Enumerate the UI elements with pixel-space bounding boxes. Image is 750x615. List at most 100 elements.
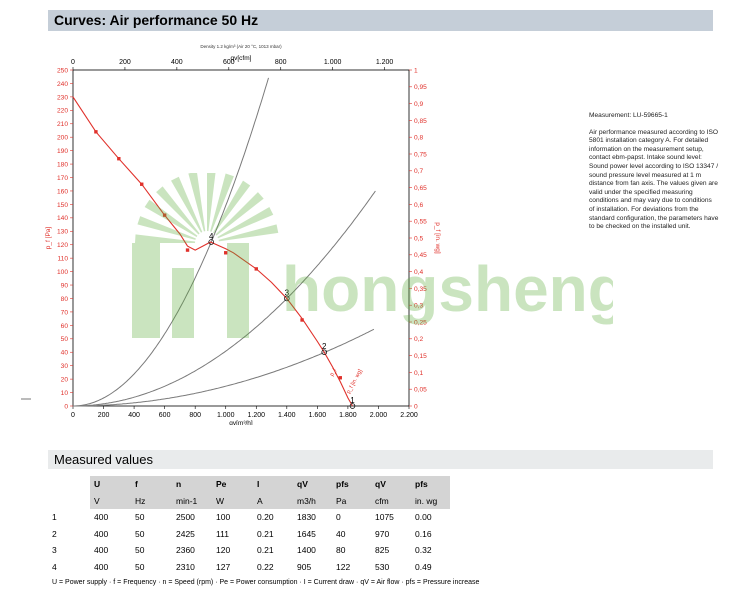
fan-curve [72, 96, 353, 407]
table-cell: 0.21 [257, 528, 274, 539]
table-cell: 2500 [176, 512, 195, 523]
curve-marker [162, 213, 167, 217]
table-cell: 1075 [375, 512, 394, 523]
unit-u: V [90, 492, 131, 509]
unit-f: Hz [131, 492, 172, 509]
y-left-tick-label: 110 [57, 256, 68, 263]
operating-point [349, 403, 356, 409]
density-caption: Density 1.2 kg/m³ (Air 20 °C, 1013 mbar) [200, 44, 282, 49]
y-right-tick-label: 0,4 [414, 269, 423, 276]
x-bottom-tick-label: 1.800 [339, 412, 357, 419]
y-left-tick-label: 130 [57, 229, 68, 236]
y-left-tick-label: 190 [57, 148, 68, 155]
x-bottom-tick-label: 1.200 [248, 412, 266, 419]
table-cell: 0.16 [415, 528, 432, 539]
x-bottom-tick-label: 2.200 [400, 412, 418, 419]
col-pe: Pe [212, 476, 253, 493]
y-left-tick-label: 160 [57, 188, 68, 195]
table-cell: 2425 [176, 528, 195, 539]
operating-point [284, 295, 290, 302]
y-right-tick-label: 0,9 [414, 101, 423, 108]
table-cell: 127 [216, 561, 231, 572]
row-index: 4 [52, 561, 57, 572]
chart-title: Curves: Air performance 50 Hz [48, 10, 713, 31]
operating-point-label: 2 [322, 342, 327, 351]
air-performance-chart: Density 1.2 kg/m³ (Air 20 °C, 1013 mbar)… [21, 44, 441, 425]
y-right-tick-label: 0,25 [414, 319, 427, 326]
x-bottom-tick-label: 1.000 [217, 412, 235, 419]
unit-i: A [253, 492, 293, 509]
y-right-tick-label: 0,6 [414, 202, 423, 209]
y-right-tick-label: 0,45 [414, 252, 427, 259]
table-cell: 111 [216, 528, 229, 539]
y-left-tick-label: 90 [61, 282, 69, 289]
table-cell: 970 [375, 528, 390, 539]
y-left-tick-label: 80 [61, 296, 69, 303]
table-cell: 400 [94, 545, 109, 556]
y-left-tick-label: 50 [61, 336, 69, 343]
system-curve [73, 190, 376, 407]
y-left-tick-label: 230 [57, 94, 68, 101]
row-index: 1 [52, 512, 57, 523]
col-i: I [253, 476, 293, 493]
col-qv: qV [293, 476, 332, 493]
table-cell: 0.00 [415, 512, 432, 523]
table-cell: 50 [135, 545, 145, 556]
curve-marker [117, 157, 121, 161]
x-top-tick-label: 800 [275, 59, 287, 66]
y-left-tick-label: 220 [57, 108, 68, 115]
table-cell: 1400 [297, 545, 316, 556]
plot-frame [72, 69, 410, 407]
table-cell: 122 [336, 561, 351, 572]
table-cell: 0.22 [257, 561, 274, 572]
y-left-tick-label: 180 [57, 161, 68, 168]
y-left-tick-label: 100 [57, 269, 68, 276]
y-left-tick-label: 240 [57, 81, 68, 88]
y-right-tick-label: 0,8 [414, 135, 423, 142]
measurement-info: Measurement: LU-59665-1 Air performance … [589, 112, 719, 232]
curve-label: p_f [in. wg] [346, 368, 364, 395]
x-top-tick-label: 1.200 [376, 59, 394, 66]
table-cell: 2310 [176, 561, 195, 572]
y-left-tick-label: 120 [57, 242, 68, 249]
table-row: 1 400 50 2500 100 0.20 1830 0 1075 0.00 [48, 509, 450, 526]
curve-marker [338, 376, 342, 380]
y-right-tick-label: 0,15 [414, 353, 427, 360]
unit-qv: m3/h [293, 492, 332, 509]
y-left-tick-label: 40 [61, 350, 69, 357]
unit-qv-cfm: cfm [371, 492, 411, 509]
table-cell: 1830 [297, 512, 316, 523]
measured-values-title: Measured values [48, 450, 713, 469]
table-cell: 40 [336, 528, 346, 539]
curve-label: p_f [329, 367, 338, 377]
x-bottom-tick-label: 200 [98, 412, 110, 419]
table-cell: 100 [216, 512, 231, 523]
operating-point-label: 4 [209, 232, 214, 241]
y-left-tick-label: 0 [64, 403, 68, 410]
operating-point-label: 3 [285, 288, 290, 297]
system-curve [73, 77, 269, 407]
y-right-tick-label: 0,55 [414, 219, 427, 226]
y-right-tick-label: 0,5 [414, 235, 423, 242]
x-bottom-tick-label: 400 [128, 412, 140, 419]
unit-pfs-inwg: in. wg [411, 492, 450, 509]
table-cell: 530 [375, 561, 390, 572]
table-row: 4 400 50 2310 127 0.22 905 122 530 0.49 [48, 559, 450, 576]
table-cell: 0.20 [257, 512, 274, 523]
table-cell: 50 [135, 561, 145, 572]
table-header-symbols: U f n Pe I qV pfs qV pfs [48, 476, 450, 493]
measured-values-table: U f n Pe I qV pfs qV pfs V Hz min-1 W A … [48, 476, 450, 575]
measurement-id: Measurement: LU-59665-1 [589, 112, 668, 119]
curve-marker [300, 318, 304, 322]
table-cell: 50 [135, 512, 145, 523]
col-u: U [90, 476, 131, 493]
x-bottom-tick-label: 0 [71, 412, 75, 419]
unit-pe: W [212, 492, 253, 509]
y-left-tick-label: 170 [57, 175, 68, 182]
table-cell: 400 [94, 561, 109, 572]
x-bottom-tick-label: 2.000 [370, 412, 388, 419]
table-cell: 120 [216, 545, 231, 556]
curve-marker [254, 267, 258, 271]
table-cell: 825 [375, 545, 390, 556]
y-left-label: p_f [Pa] [45, 227, 52, 250]
